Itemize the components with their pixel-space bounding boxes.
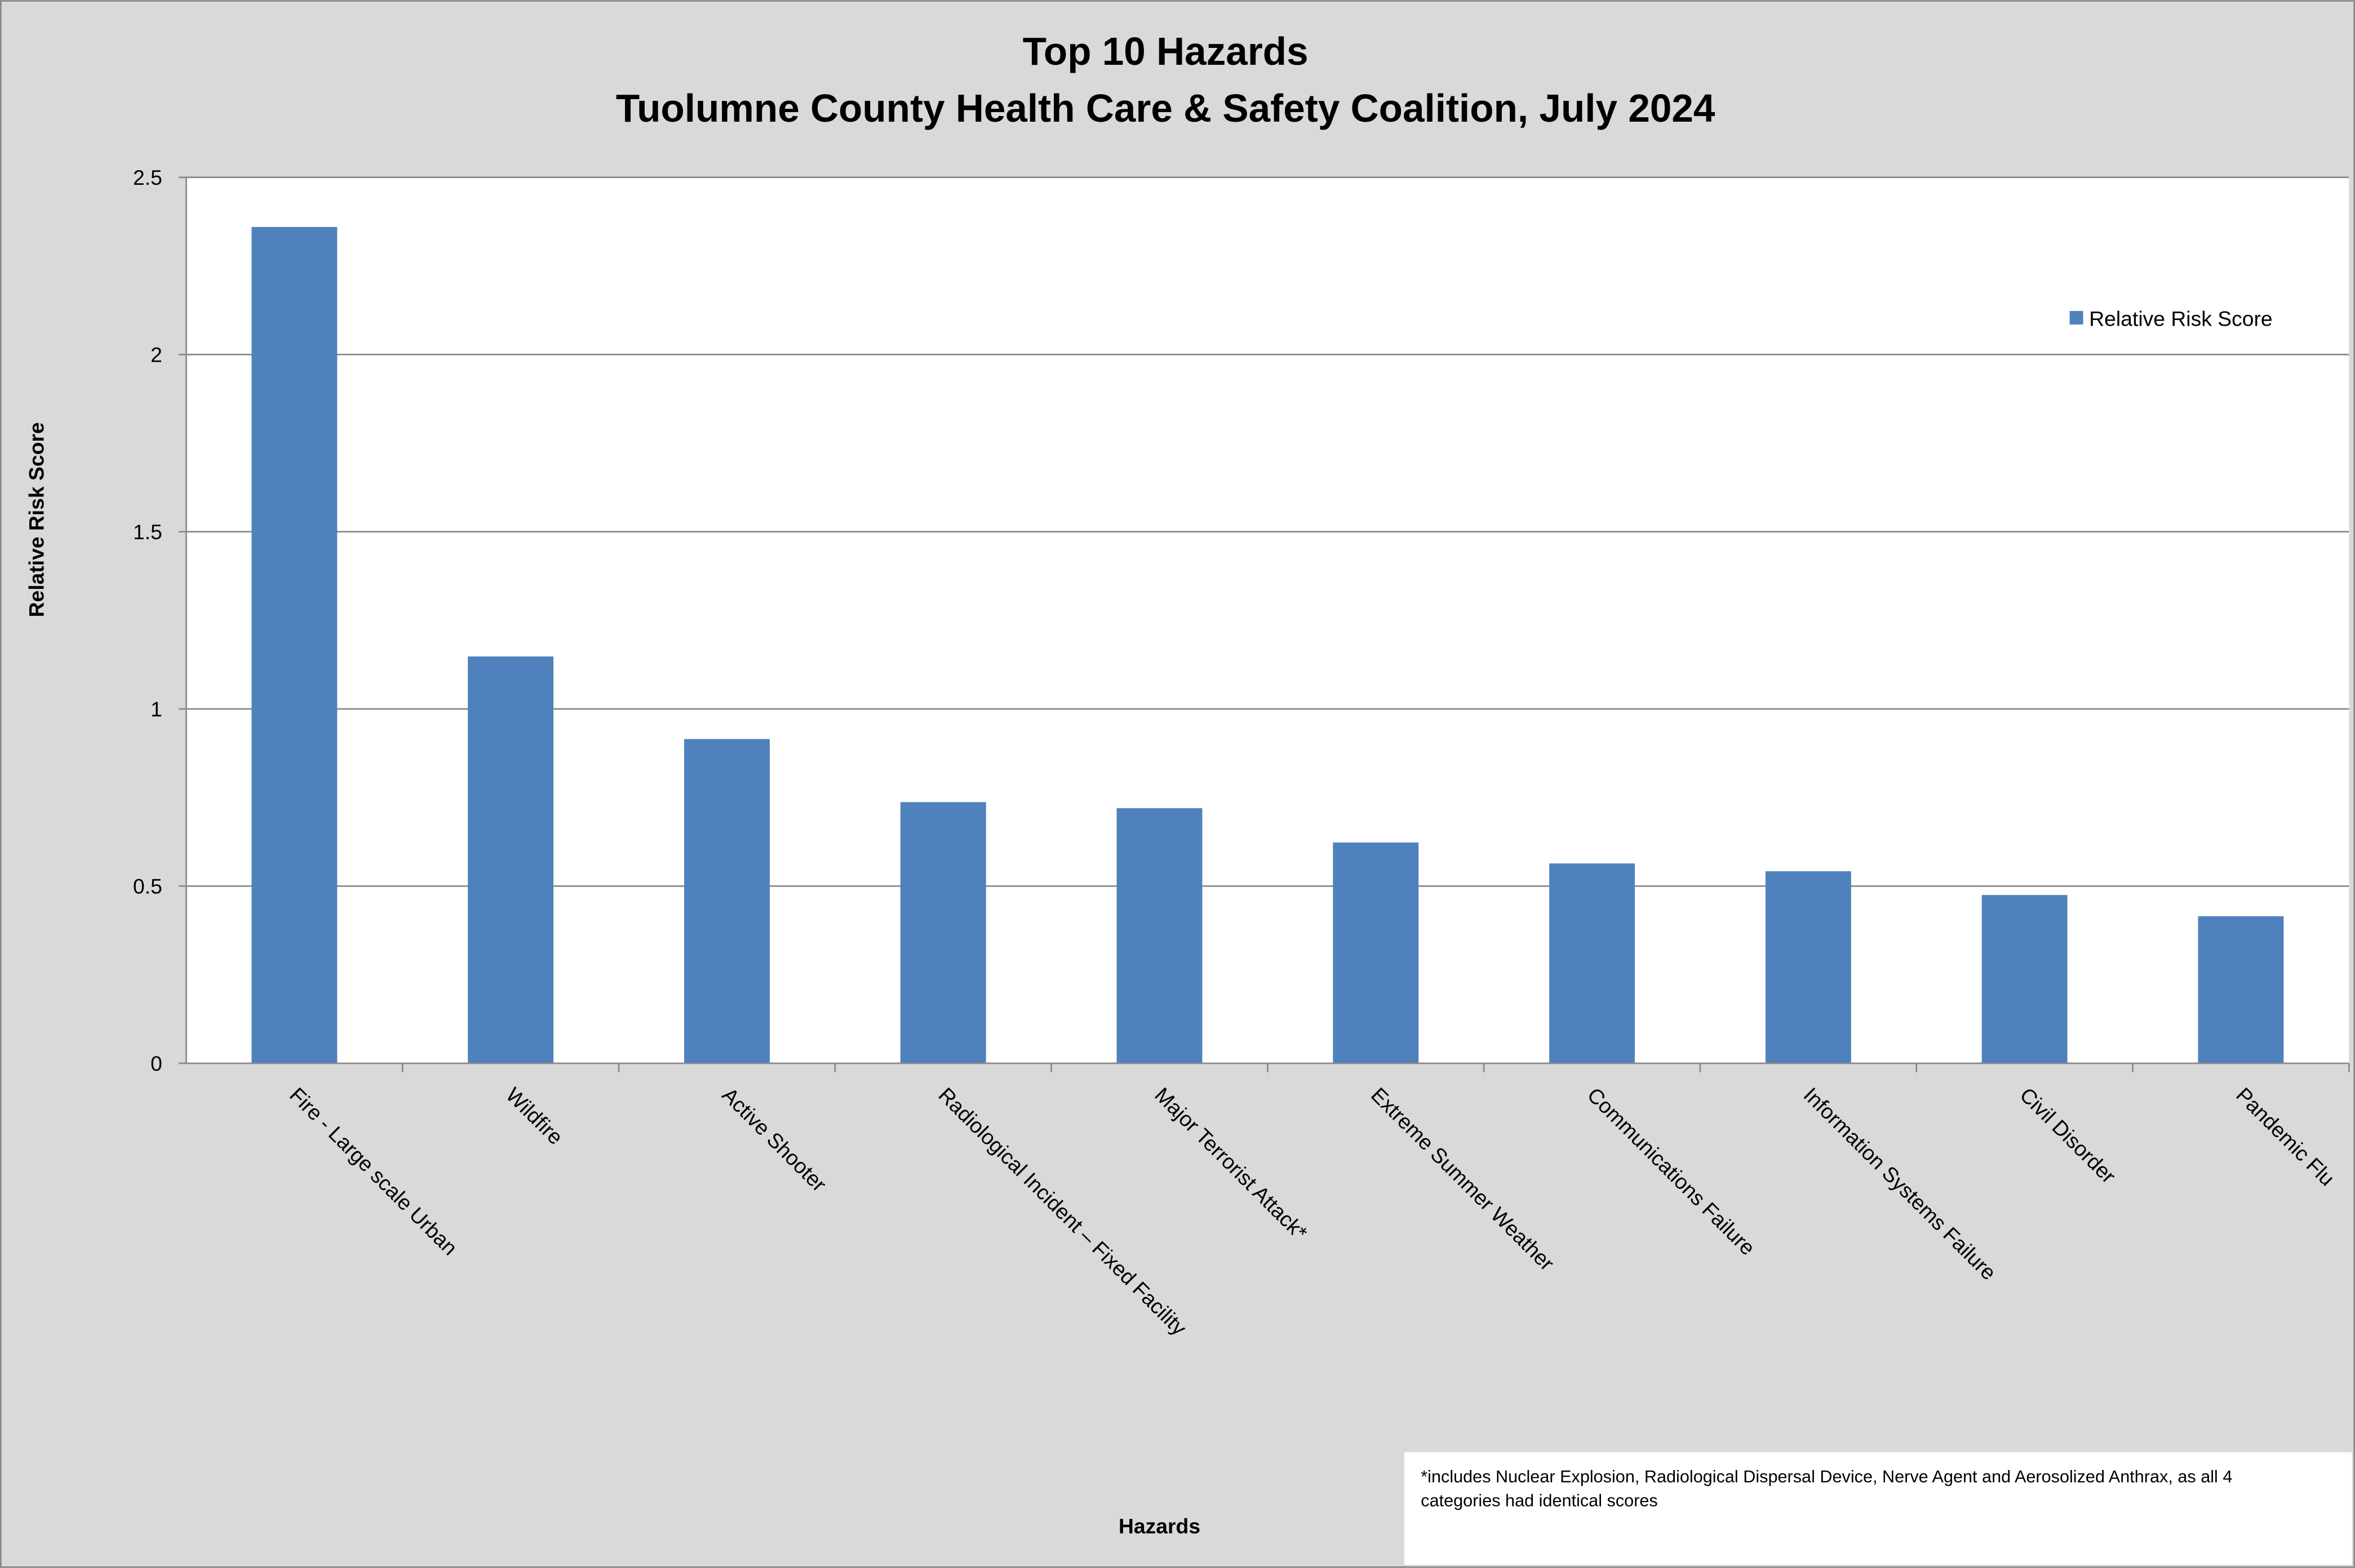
y-tick-label: 0 [150, 1052, 162, 1076]
bar [2198, 916, 2284, 1064]
bar [1549, 863, 1635, 1064]
y-tick-label: 0.5 [133, 874, 162, 898]
y-tick-label: 2.5 [133, 166, 162, 189]
bar [1981, 895, 2068, 1064]
footnote-box: *includes Nuclear Explosion, Radiologica… [1404, 1452, 2352, 1565]
bar [251, 226, 338, 1064]
legend-swatch [2069, 310, 2083, 325]
bar [1116, 808, 1203, 1064]
bar [468, 656, 554, 1064]
bar [1333, 842, 1419, 1064]
bar [684, 739, 770, 1064]
y-tick-label: 2 [150, 343, 162, 367]
chart-title: Top 10 Hazards [1023, 29, 1309, 73]
bar [1765, 871, 1851, 1064]
x-axis-title: Hazards [1119, 1514, 1200, 1538]
bar [900, 802, 986, 1064]
footnote-line: categories had identical scores [1421, 1491, 1657, 1510]
footnote-line: *includes Nuclear Explosion, Radiologica… [1421, 1467, 2232, 1486]
y-tick-label: 1.5 [133, 520, 162, 544]
chart-subtitle: Tuolumne County Health Care & Safety Coa… [616, 86, 1715, 130]
legend-label: Relative Risk Score [2089, 307, 2272, 331]
legend: Relative Risk Score [2069, 307, 2273, 331]
y-tick-label: 1 [150, 698, 162, 721]
y-axis-title: Relative Risk Score [24, 422, 48, 617]
